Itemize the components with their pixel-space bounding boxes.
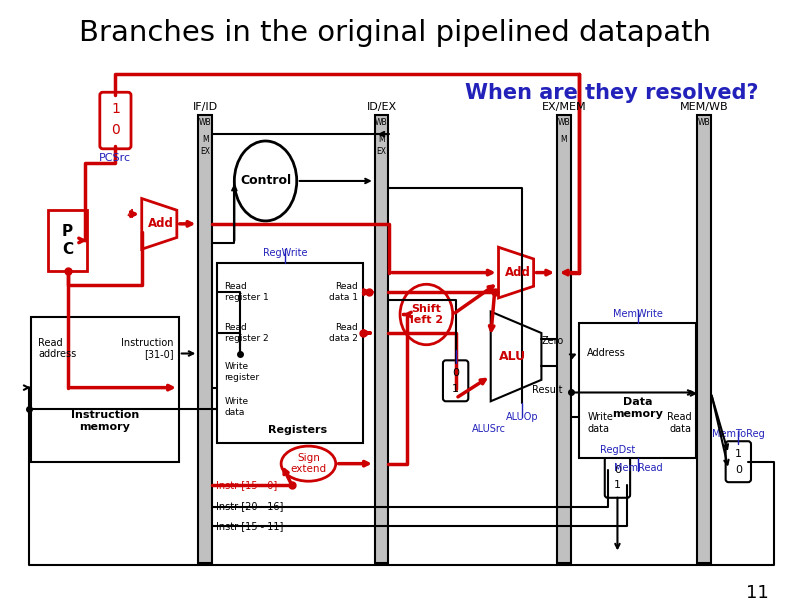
Bar (31, 318, 179, 461)
Text: Instruction
[31-0]: Instruction [31-0] (121, 338, 174, 359)
Text: Read
address: Read address (38, 338, 77, 359)
Text: EX: EX (376, 147, 386, 156)
Text: M: M (379, 135, 385, 144)
FancyBboxPatch shape (100, 92, 131, 149)
Polygon shape (498, 247, 534, 298)
Text: Control: Control (240, 174, 291, 187)
Bar (217, 263, 363, 443)
Text: MEM/WB: MEM/WB (680, 102, 729, 112)
Bar (698, 114, 711, 563)
Text: Registers: Registers (268, 425, 327, 435)
FancyBboxPatch shape (443, 360, 468, 401)
Text: When are they resolved?: When are they resolved? (465, 83, 759, 103)
Polygon shape (491, 312, 542, 401)
Text: Sign
extend: Sign extend (291, 453, 326, 474)
Text: 0: 0 (452, 368, 459, 378)
Text: Instruction
memory: Instruction memory (70, 410, 139, 431)
Text: Read
register 2: Read register 2 (225, 323, 268, 343)
Text: 11: 11 (746, 584, 769, 602)
Text: P
C: P C (62, 224, 73, 256)
Text: Add: Add (505, 266, 531, 279)
Text: ALUOp: ALUOp (505, 412, 539, 422)
Polygon shape (142, 198, 177, 249)
Text: Read
data: Read data (667, 412, 691, 433)
Text: 4: 4 (126, 207, 134, 220)
Bar (375, 114, 388, 563)
Ellipse shape (400, 285, 453, 345)
Text: 1: 1 (614, 480, 621, 490)
Text: Add: Add (148, 217, 174, 230)
Text: 0: 0 (111, 123, 120, 137)
Text: Address: Address (587, 348, 626, 357)
Text: RegWrite: RegWrite (263, 248, 307, 258)
FancyBboxPatch shape (725, 441, 751, 482)
Text: IF/ID: IF/ID (192, 102, 218, 112)
Text: 0: 0 (735, 465, 742, 474)
Text: RegDst: RegDst (600, 445, 635, 455)
Text: WB: WB (199, 118, 211, 127)
Text: Read
data 1: Read data 1 (329, 282, 358, 302)
FancyBboxPatch shape (605, 457, 630, 498)
Bar (48, 210, 87, 271)
Text: Branches in the original pipelined datapath: Branches in the original pipelined datap… (79, 19, 711, 47)
Text: 0: 0 (614, 465, 621, 474)
Text: Shift
left 2: Shift left 2 (409, 304, 443, 326)
Text: Data
memory: Data memory (612, 397, 664, 419)
Text: WB: WB (375, 118, 388, 127)
Text: Write
data: Write data (225, 397, 249, 417)
Ellipse shape (234, 141, 297, 221)
Text: 1: 1 (111, 102, 120, 116)
Text: Instr [15 - 11]: Instr [15 - 11] (216, 521, 284, 531)
Text: M: M (202, 135, 208, 144)
Text: WB: WB (698, 118, 710, 127)
Text: Read
register 1: Read register 1 (225, 282, 268, 302)
Text: Write
register: Write register (225, 362, 260, 382)
Text: ID/EX: ID/EX (367, 102, 397, 112)
Text: EX: EX (200, 147, 210, 156)
Text: MemWrite: MemWrite (613, 308, 663, 318)
Text: ALU: ALU (499, 350, 526, 363)
Bar (198, 114, 212, 563)
Text: Result: Result (531, 384, 562, 395)
Text: EX/MEM: EX/MEM (542, 102, 586, 112)
Bar (557, 114, 571, 563)
Text: WB: WB (558, 118, 570, 127)
Text: PCSrc: PCSrc (99, 152, 131, 163)
Text: 1: 1 (735, 449, 742, 459)
Text: Read
data 2: Read data 2 (329, 323, 358, 343)
Text: Instr [20 - 16]: Instr [20 - 16] (216, 502, 284, 512)
Text: MemRead: MemRead (614, 463, 662, 472)
Text: Instr [15 - 0]: Instr [15 - 0] (216, 480, 277, 490)
Bar (580, 323, 696, 458)
Ellipse shape (281, 446, 336, 481)
Text: Zero: Zero (542, 336, 564, 346)
Text: M: M (561, 135, 567, 144)
Text: MemToReg: MemToReg (712, 430, 765, 439)
Text: Write
data: Write data (587, 412, 613, 433)
Text: 1: 1 (452, 384, 459, 394)
Text: ALUSrc: ALUSrc (472, 424, 506, 433)
